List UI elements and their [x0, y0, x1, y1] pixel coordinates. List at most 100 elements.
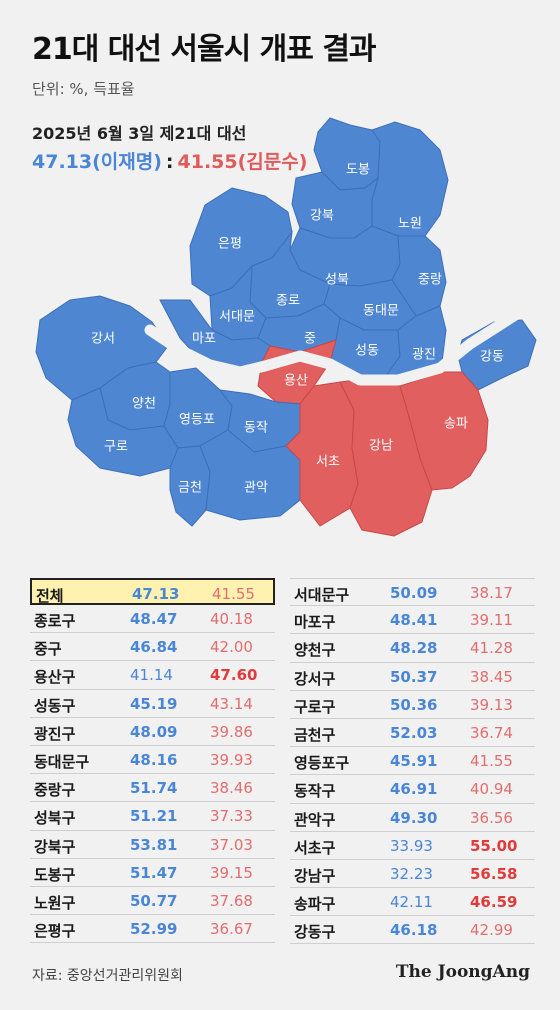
table-row: 강남구 32.23 56.58	[290, 860, 535, 889]
kim-share: 42.00	[210, 638, 253, 657]
district-name: 성북구	[34, 809, 76, 828]
district-name: 도봉구	[34, 865, 76, 884]
lee-share: 49.30	[390, 808, 438, 827]
kim-share: 56.58	[470, 864, 518, 883]
lee-share: 48.41	[390, 611, 438, 630]
district-name: 구로구	[294, 697, 336, 716]
kim-share: 47.60	[210, 666, 258, 685]
kim-share: 37.68	[210, 891, 253, 910]
district-name: 강북구	[34, 837, 76, 856]
kim-share: 41.28	[470, 639, 513, 658]
district-name: 용산구	[34, 668, 76, 687]
table-row: 용산구 41.14 47.60	[30, 661, 275, 690]
map-label-gangdong: 강동	[480, 350, 504, 365]
kim-share: 38.17	[470, 584, 513, 602]
kim-share: 36.74	[470, 723, 513, 742]
table-row: 광진구 48.09 39.86	[30, 718, 275, 746]
kim-share: 38.46	[210, 779, 253, 798]
lee-share: 32.23	[390, 864, 433, 883]
kim-share: 55.00	[470, 836, 518, 855]
map-label-gangbuk: 강북	[310, 209, 334, 224]
lee-share: 50.77	[130, 891, 178, 910]
lee-share: 41.14	[130, 666, 173, 685]
kim-share: 40.94	[470, 780, 513, 799]
table-row: 중구 46.84 42.00	[30, 633, 275, 662]
kim-share: 37.33	[210, 807, 253, 826]
lee-share: 52.99	[130, 920, 178, 939]
lee-share: 48.28	[390, 639, 438, 658]
lee-share: 51.74	[130, 779, 178, 798]
kim-share: 37.03	[210, 835, 253, 854]
lee-share: 48.16	[130, 750, 178, 769]
kim-share: 39.11	[470, 611, 513, 630]
source-note: 자료: 중앙선거관리위원회	[32, 968, 183, 984]
lee-share: 47.13	[132, 585, 180, 603]
district-name: 중구	[34, 640, 62, 659]
map-label-nowon: 노원	[398, 217, 422, 232]
lee-share: 46.84	[130, 638, 178, 657]
lee-share: 51.47	[130, 863, 178, 882]
kim-share: 36.67	[210, 920, 253, 939]
lee-share: 46.91	[390, 780, 438, 799]
table-row: 서초구 33.93 55.00	[290, 832, 535, 860]
district-name: 동작구	[294, 782, 336, 801]
page-title: 21대 대선 서울시 개표 결과	[32, 32, 377, 67]
district-name: 마포구	[294, 613, 336, 632]
lee-share: 52.03	[390, 723, 438, 742]
lee-share: 46.18	[390, 921, 438, 940]
kim-share: 39.93	[210, 750, 253, 769]
kim-share: 46.59	[470, 893, 518, 912]
table-row: 서대문구 50.09 38.17	[290, 578, 535, 607]
table-row: 금천구 52.03 36.74	[290, 719, 535, 748]
district-name: 전체	[36, 587, 64, 605]
map-label-gwanak: 관악	[244, 481, 268, 496]
table-row: 관악구 49.30 36.56	[290, 804, 535, 832]
map-label-seodaemun: 서대문	[219, 310, 255, 325]
lee-share: 48.47	[130, 610, 178, 628]
map-label-mapo: 마포	[192, 332, 216, 347]
district-name: 강서구	[294, 669, 336, 688]
table-row: 노원구 50.77 37.68	[30, 887, 275, 916]
table-row: 성북구 51.21 37.33	[30, 802, 275, 831]
lee-share: 50.36	[390, 695, 438, 714]
table-row: 영등포구 45.91 41.55	[290, 747, 535, 776]
table-row: 강동구 46.18 42.99	[290, 916, 535, 945]
map-label-yeongdeungpo: 영등포	[179, 413, 215, 428]
district-gangbuk[interactable]	[291, 171, 379, 239]
map-label-dongdaemun: 동대문	[363, 304, 399, 319]
kim-share: 42.99	[470, 921, 513, 940]
kim-share: 43.14	[210, 694, 253, 713]
lee-share: 50.09	[390, 584, 438, 602]
kim-share: 39.15	[210, 863, 253, 882]
table-row: 마포구 48.41 39.11	[290, 606, 535, 635]
han-river	[144, 306, 526, 386]
district-name: 서초구	[294, 838, 336, 857]
lee-share: 53.81	[130, 835, 178, 854]
kim-share: 41.55	[212, 585, 255, 603]
overall-separator: :	[165, 151, 174, 173]
kim-share: 41.55	[470, 752, 513, 771]
unit-note: 단위: %, 득표율	[32, 80, 135, 98]
overall-kim: 41.55(김문수)	[177, 151, 308, 173]
table-row: 구로구 50.36 39.13	[290, 691, 535, 719]
table-row: 강북구 53.81 37.03	[30, 831, 275, 859]
lee-share: 33.93	[390, 836, 433, 855]
district-name: 광진구	[34, 724, 76, 743]
kim-share: 38.45	[470, 667, 513, 686]
kim-share: 39.13	[470, 695, 513, 714]
overall-share: 47.13(이재명):41.55(김문수)	[32, 147, 307, 174]
district-name: 동대문구	[34, 752, 90, 771]
kim-share: 36.56	[470, 808, 513, 827]
table-row: 동작구 46.91 40.94	[290, 775, 535, 804]
district-name: 중랑구	[34, 781, 76, 800]
district-name: 금천구	[294, 725, 336, 744]
district-name: 서대문구	[294, 586, 350, 604]
table-row: 송파구 42.11 46.59	[290, 888, 535, 917]
kim-share: 39.86	[210, 722, 253, 741]
table-row: 성동구 45.19 43.14	[30, 690, 275, 718]
lee-share: 45.19	[130, 694, 178, 713]
district-name: 강동구	[294, 923, 336, 942]
district-name: 성동구	[34, 696, 76, 715]
map-label-jungnang: 중랑	[418, 273, 442, 288]
map-label-gangseo: 강서	[91, 332, 115, 347]
